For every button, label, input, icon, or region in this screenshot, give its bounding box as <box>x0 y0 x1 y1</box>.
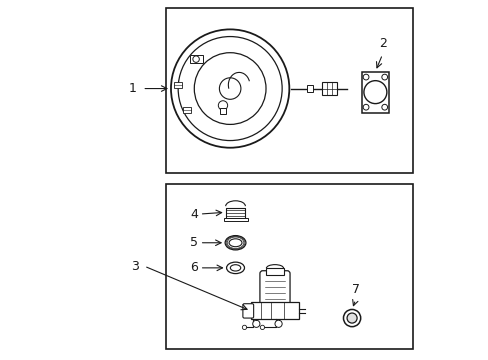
Bar <box>223 218 247 221</box>
Ellipse shape <box>230 265 240 271</box>
Circle shape <box>171 30 289 148</box>
Ellipse shape <box>224 235 245 250</box>
Circle shape <box>274 320 282 327</box>
Ellipse shape <box>226 262 244 274</box>
Circle shape <box>363 104 368 110</box>
Bar <box>165 184 412 348</box>
Bar <box>306 85 312 92</box>
FancyBboxPatch shape <box>260 271 289 306</box>
Bar <box>174 82 182 88</box>
Circle shape <box>218 101 227 110</box>
Text: 1: 1 <box>129 82 137 95</box>
Bar <box>220 108 225 114</box>
Text: 7: 7 <box>351 283 359 296</box>
Bar <box>189 55 202 63</box>
FancyBboxPatch shape <box>243 304 253 318</box>
Ellipse shape <box>228 239 242 247</box>
Bar <box>250 302 299 319</box>
Circle shape <box>242 325 246 329</box>
Bar <box>165 8 412 173</box>
Circle shape <box>192 56 199 62</box>
Circle shape <box>260 325 264 329</box>
Ellipse shape <box>343 310 360 327</box>
Text: 5: 5 <box>189 236 198 249</box>
Circle shape <box>381 74 387 80</box>
Bar <box>266 268 283 275</box>
Circle shape <box>363 74 368 80</box>
Circle shape <box>219 78 241 99</box>
Text: 3: 3 <box>131 260 139 273</box>
Bar <box>321 82 336 95</box>
Bar <box>183 107 191 113</box>
Ellipse shape <box>346 313 356 323</box>
Bar <box>225 208 245 220</box>
Circle shape <box>363 81 386 104</box>
Text: 6: 6 <box>190 261 198 274</box>
Text: 2: 2 <box>378 37 386 50</box>
Circle shape <box>381 104 387 110</box>
Circle shape <box>252 320 260 327</box>
Text: 4: 4 <box>190 208 198 221</box>
Bar <box>361 72 388 113</box>
